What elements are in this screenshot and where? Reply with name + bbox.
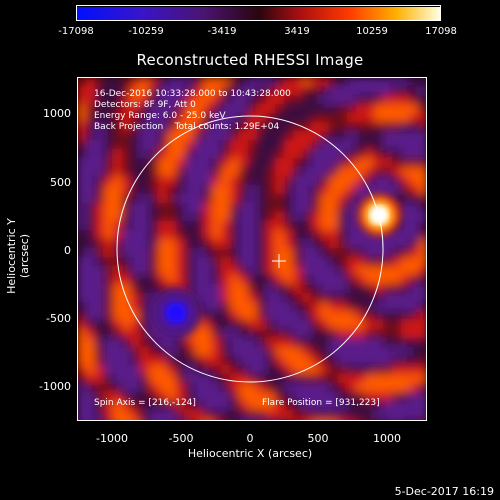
info-line-time: 16-Dec-2016 10:33:28.000 to 10:43:28.000 (94, 89, 291, 99)
y-tick-label: -500 (46, 312, 71, 325)
colorbar-tick: 17098 (425, 26, 457, 37)
y-tick-label: 1000 (43, 107, 71, 120)
x-tick-label: 500 (307, 432, 329, 445)
colorbar-gradient (77, 7, 440, 20)
colorbar-tick: -17098 (58, 26, 94, 37)
x-tick-label: -1000 (96, 432, 128, 445)
generated-timestamp: 5-Dec-2017 16:19 (394, 485, 494, 498)
sun-center-cross (272, 254, 286, 268)
colorbar-tick: -10259 (128, 26, 164, 37)
y-tick-label: 500 (50, 176, 71, 189)
y-tick-label: -1000 (39, 380, 71, 393)
flare-position-label: Flare Position = [931,223] (262, 398, 380, 408)
colorbar-tick: 10259 (356, 26, 388, 37)
info-line-energy: Energy Range: 6.0 - 25.0 keV (94, 111, 226, 121)
colorbar-tick: 3419 (284, 26, 310, 37)
info-line-method: Back Projection Total counts: 1.29E+04 (94, 122, 280, 132)
y-tick-label: 0 (64, 244, 71, 257)
x-tick-label: 0 (246, 432, 254, 445)
spin-axis-label: Spin Axis = [216,-124] (94, 398, 196, 408)
y-axis-label: Heliocentric Y (arcsec) (5, 218, 31, 294)
x-tick-label: -500 (168, 432, 194, 445)
rhessi-image-canvas (77, 77, 427, 421)
colorbar (76, 5, 441, 21)
x-axis-label: Heliocentric X (arcsec) (187, 447, 313, 460)
solar-limb-circle (116, 115, 384, 383)
info-line-detectors: Detectors: 8F 9F, Att 0 (94, 100, 196, 110)
colorbar-tick: -3419 (207, 26, 237, 37)
x-tick-label: 1000 (373, 432, 401, 445)
plot-title: Reconstructed RHESSI Image (136, 51, 364, 69)
rhessi-image (77, 77, 427, 421)
